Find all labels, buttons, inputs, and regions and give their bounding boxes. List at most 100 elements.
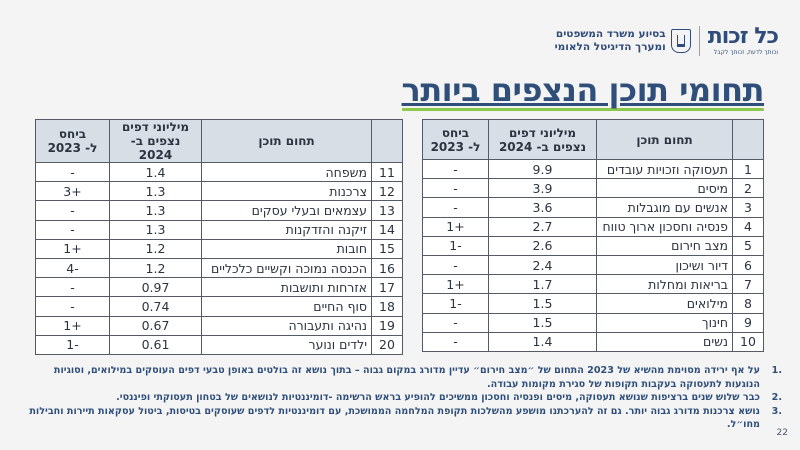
change-cell: -4 <box>35 257 110 279</box>
table-header-row: תחום תוכן מיליוני דפים נצפים ב- 2024 ביח… <box>35 119 403 163</box>
rank-cell: 14 <box>371 219 403 240</box>
change-cell: - <box>35 219 110 240</box>
change-cell: - <box>422 178 489 199</box>
views-cell: 3.6 <box>488 197 597 218</box>
change-cell: - <box>422 158 489 180</box>
table-row: 18 סוף החיים 0.74- <box>35 296 403 317</box>
rank-cell: 9 <box>732 312 764 333</box>
table-row: 6 דיור ושיכון 2.4- <box>422 254 764 276</box>
rank-cell: 16 <box>371 257 403 279</box>
rank-cell: 10 <box>732 331 764 352</box>
header-logos: כל זכות וכותך לדעת, זכותך לקבל בסיוע משר… <box>554 25 779 56</box>
topic-cell: אזרחות ותושבות <box>201 277 372 298</box>
footnote-number: .1 <box>771 365 782 376</box>
header-rank <box>732 119 764 160</box>
header-change-line2: ל- 2023 <box>430 139 481 154</box>
change-cell: - <box>422 331 489 352</box>
brand-tagline: וכותך לדעת, זכותך לקבל <box>713 48 778 56</box>
header-rank <box>371 119 403 163</box>
change-cell: - <box>35 296 110 317</box>
rank-cell: 6 <box>732 254 764 276</box>
header-views-line2: נצפים ב- 2024 <box>130 134 181 162</box>
views-cell: 0.67 <box>109 315 202 336</box>
page-title-block: תחומי תוכן הנצפים ביותר <box>401 71 765 111</box>
rank-cell: 13 <box>371 200 403 221</box>
topic-cell: מצב חירום <box>596 235 733 256</box>
rank-cell: 5 <box>732 235 764 256</box>
header-change: ביחס ל- 2023 <box>35 119 110 163</box>
views-cell: 1.5 <box>488 312 597 333</box>
views-cell: 0.97 <box>109 277 202 298</box>
table-row: 10 נשים 1.4- <box>422 331 764 352</box>
rank-cell: 7 <box>732 274 764 295</box>
header-change-line2: ל- 2023 <box>47 141 98 155</box>
change-cell: +1 <box>422 274 489 295</box>
views-cell: 2.4 <box>488 254 597 276</box>
rank-cell: 8 <box>732 293 764 314</box>
change-cell: - <box>35 200 110 221</box>
rank-cell: 1 <box>732 158 764 180</box>
rank-cell: 17 <box>371 277 403 298</box>
table-row: 20 ילדים ונוער 0.61 -1 <box>35 334 403 355</box>
state-emblem-icon <box>670 29 691 53</box>
topic-cell: עצמאים ובעלי עסקים <box>201 200 372 221</box>
header-change-line1: ביחס <box>441 125 470 140</box>
table-row: 19 נהיגה ותעבורה 0.67 +1 <box>35 315 403 336</box>
table-row: 11 משפחה 1.4- <box>35 161 403 183</box>
views-cell: 1.2 <box>109 257 202 279</box>
table-row: 1 תעסוקה וזכויות עובדים 9.9- <box>422 158 764 180</box>
views-cell: 1.3 <box>109 200 202 221</box>
change-cell: +1 <box>422 216 489 237</box>
topic-cell: משפחה <box>201 161 372 183</box>
table-row: 12 צרכנות 1.3 +3 <box>35 181 403 202</box>
topic-cell: מיסים <box>596 178 733 199</box>
table-row: 4 פנסיה וחסכון ארוך טווח 2.7 +1 <box>422 216 764 237</box>
change-cell: - <box>422 254 489 276</box>
topic-cell: חובות <box>201 238 372 259</box>
views-cell: 0.74 <box>109 296 202 317</box>
partner-line-2: ומערך הדיגיטל הלאומי <box>554 41 666 53</box>
views-cell: 1.3 <box>109 219 202 240</box>
change-cell: +1 <box>35 315 110 336</box>
table-row: 14 זיקנה והזדקנות 1.3- <box>35 219 403 240</box>
table-row: 2 מיסים 3.9- <box>422 178 764 199</box>
table-row: 5 מצב חירום 2.6 -1 <box>422 235 764 256</box>
rank-cell: 4 <box>732 216 764 237</box>
views-cell: 0.61 <box>109 334 202 355</box>
header-views-line2: נצפים ב- 2024 <box>498 139 587 154</box>
footnote-text: על אף ירידה מסוימת מהשיא של 2023 התחום ש… <box>53 365 760 390</box>
title-underline <box>401 108 764 111</box>
change-cell: -1 <box>422 235 489 256</box>
table-row: 17 אזרחות ותושבות 0.97- <box>35 277 403 298</box>
topic-cell: נשים <box>596 331 733 352</box>
topic-cell: אנשים עם מוגבלות <box>596 197 733 218</box>
topic-cell: חינוך <box>596 312 733 333</box>
topic-cell: תעסוקה וזכויות עובדים <box>596 158 733 180</box>
partner-line-1: בסיוע משרד המשפטים <box>555 28 666 40</box>
topic-cell: פנסיה וחסכון ארוך טווח <box>596 216 733 237</box>
rank-cell: 15 <box>371 238 403 259</box>
topic-cell: סוף החיים <box>201 296 372 317</box>
brand-logo: כל זכות וכותך לדעת, זכותך לקבל <box>708 25 779 56</box>
rank-cell: 3 <box>732 197 764 218</box>
table-row: 15 חובות 1.2 +1 <box>35 238 403 259</box>
table-row: 8 מילואים 1.5 -1 <box>422 293 764 314</box>
views-cell: 1.4 <box>109 161 202 183</box>
footnote-item: .1 על אף ירידה מסוימת מהשיא של 2023 התחום… <box>22 364 782 391</box>
page-title: תחומי תוכן הנצפים ביותר <box>401 71 765 109</box>
table-row: 13 עצמאים ובעלי עסקים 1.3- <box>35 200 403 221</box>
rank-cell: 19 <box>371 315 403 336</box>
header-views: מיליוני דפים נצפים ב- 2024 <box>488 119 597 160</box>
header-topic: תחום תוכן <box>596 119 733 160</box>
table-row: 7 בריאות ומחלות 1.7 +1 <box>422 274 764 295</box>
table-row: 3 אנשים עם מוגבלות 3.6- <box>422 197 764 218</box>
views-cell: 1.3 <box>109 181 202 202</box>
header-topic: תחום תוכן <box>201 119 372 163</box>
views-cell: 3.9 <box>488 178 597 199</box>
rank-cell: 2 <box>732 178 764 199</box>
topic-cell: מילואים <box>596 293 733 314</box>
footnote-item: .2 כבר שלוש שנים ברציפות שנושא תעסוקה, מי… <box>22 391 782 405</box>
rank-cell: 18 <box>371 296 403 317</box>
menorah-icon <box>676 35 685 47</box>
views-cell: 2.6 <box>488 235 597 256</box>
